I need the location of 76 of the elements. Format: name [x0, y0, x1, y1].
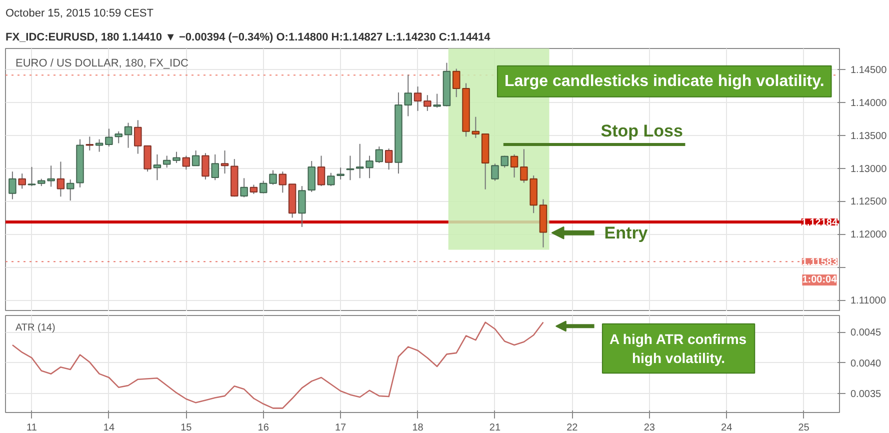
x-tick-label: 17: [335, 422, 347, 433]
candlestick: [259, 180, 268, 194]
candlestick: [220, 150, 229, 174]
candlestick: [153, 154, 162, 181]
y-tick-label: 0.0040: [850, 358, 882, 370]
candlestick: [86, 136, 94, 151]
y-tick-label: 1.12500: [850, 196, 888, 208]
candlestick: [424, 94, 432, 112]
y-tick-label: 0.0045: [850, 328, 882, 339]
text: ATR (14): [16, 322, 56, 334]
annotation: Entry: [604, 223, 648, 242]
x-tick-label: 15: [180, 422, 192, 433]
candlestick: [375, 146, 384, 164]
candlestick: [452, 68, 460, 98]
chart-subtitle: FX_IDC:EURUSD, 180 1.14410 ▼ −0.00394 (−0.34%) O:1.14800 H:1.14827 L:1.14230 C:1.14414: [6, 32, 492, 44]
x-tick-label: 25: [798, 422, 810, 433]
y-tick-label: 1.14000: [850, 98, 888, 109]
annotation: EURO / US DOLLAR, 180, FX_IDC: [16, 58, 189, 70]
y-tick-label: 1.14500: [850, 64, 888, 76]
candlestick: [114, 130, 122, 144]
candlestick: [308, 160, 316, 192]
candlestick: [8, 171, 16, 200]
annotation: Stop Loss: [600, 121, 683, 140]
candlestick: [327, 172, 335, 187]
x-tick-label: 14: [103, 422, 115, 433]
y-tick-label: 1.13000: [850, 164, 888, 175]
candlestick: [18, 173, 26, 190]
x-tick-label: 16: [258, 422, 270, 433]
chart-title: October 15, 2015 10:59 CEST: [6, 8, 154, 20]
x-tick-label: 11: [26, 422, 38, 433]
candlestick: [95, 138, 104, 152]
y-tick-label: 1.11000: [850, 296, 886, 307]
x-tick-label: 24: [721, 422, 733, 433]
candlestick: [211, 154, 219, 181]
candlestick: [192, 150, 200, 166]
candlestick: [317, 155, 326, 187]
candlestick: [144, 145, 152, 172]
candlestick: [510, 154, 518, 178]
candlestick: [414, 86, 422, 112]
x-tick-label: 21: [489, 422, 501, 433]
candlestick: [162, 155, 171, 168]
annotation: A high ATR confirms high volatility.: [609, 330, 747, 366]
candlestick: [366, 155, 374, 179]
candlestick: [105, 128, 113, 148]
candlestick: [66, 178, 74, 202]
candlestick: [336, 167, 344, 180]
candlestick: [384, 148, 393, 170]
candlestick: [124, 122, 132, 148]
candlestick: [134, 120, 142, 154]
candlestick: [278, 171, 287, 194]
annotation: Large candlesticks indicate high volatility.: [504, 72, 824, 90]
candlestick: [356, 143, 364, 179]
candlestick: [28, 166, 36, 187]
candlestick: [182, 155, 190, 170]
candlestick: [298, 186, 306, 228]
candlestick: [491, 163, 499, 182]
ref-line-label: 1.12184: [801, 218, 838, 229]
candlestick: [202, 152, 210, 180]
candlestick: [346, 155, 354, 181]
candlestick: [172, 151, 180, 164]
candlestick: [47, 165, 55, 188]
line-series: [12, 322, 544, 409]
candlestick: [56, 161, 65, 198]
candlestick: [404, 74, 412, 117]
candlestick: [500, 155, 509, 168]
x-tick-label: 22: [566, 422, 578, 433]
candlestick: [269, 170, 277, 186]
y-tick-label: 1.12000: [850, 230, 888, 241]
x-tick-label: 18: [412, 422, 424, 433]
x-tick-label: 23: [644, 422, 656, 433]
candlestick: [250, 184, 258, 194]
candlestick: [433, 93, 441, 108]
candlestick: [240, 178, 248, 198]
candlestick: [472, 116, 480, 138]
y-tick-label: 1.13500: [850, 130, 888, 142]
y-tick-label: 0.0035: [850, 388, 882, 400]
